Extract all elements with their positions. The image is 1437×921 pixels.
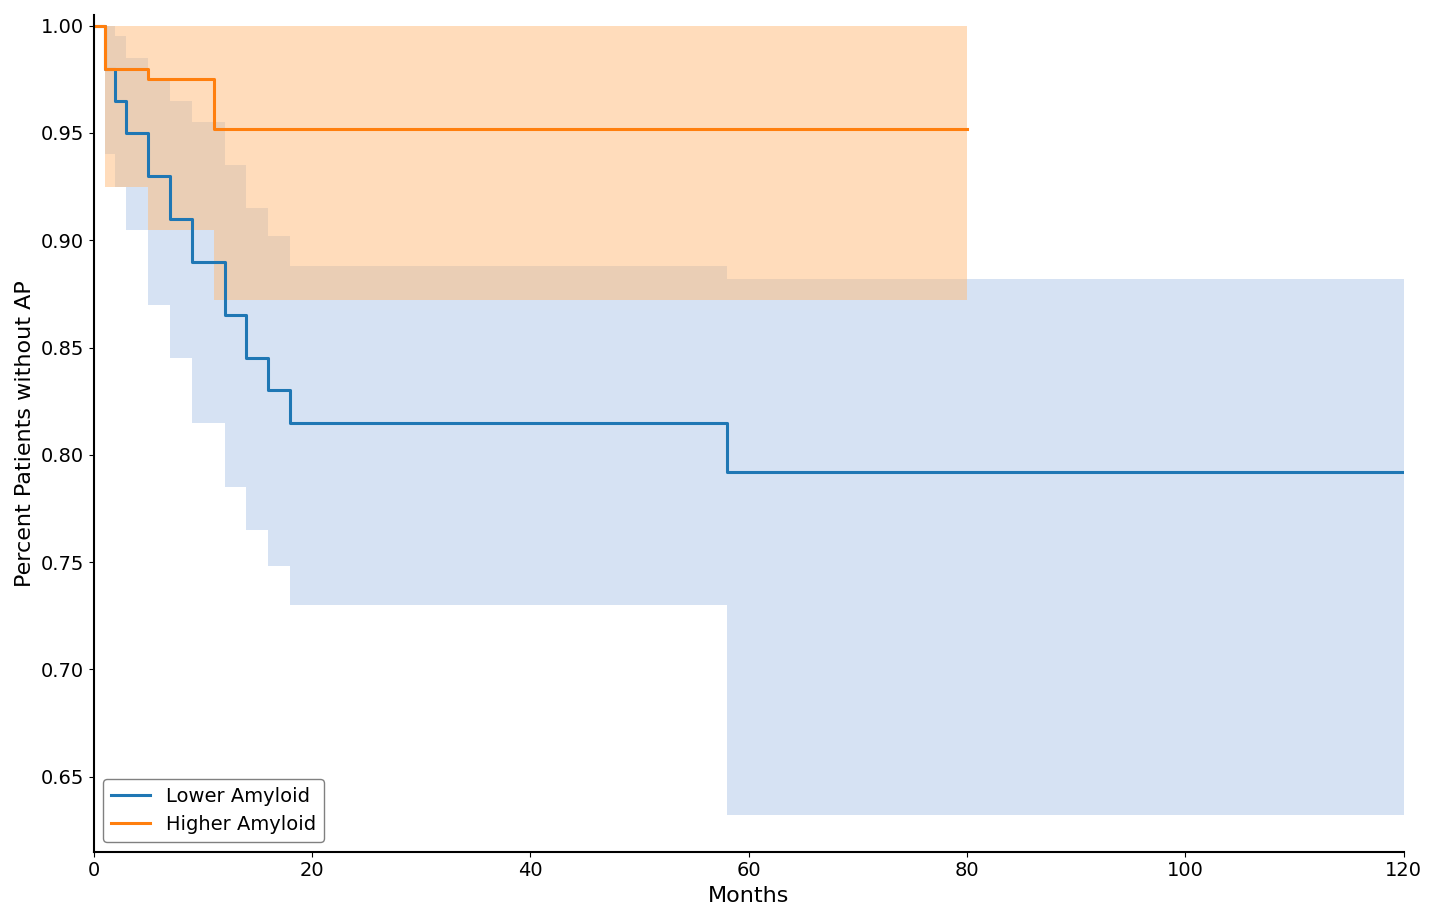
Higher Amyloid <box>139 74 157 85</box>
Lower Amyloid <box>1395 466 1413 477</box>
Lower Amyloid <box>184 214 201 225</box>
Lower Amyloid <box>216 309 233 321</box>
Higher Amyloid <box>205 74 223 85</box>
Lower Amyloid <box>106 95 124 106</box>
Y-axis label: Percent Patients without AP: Percent Patients without AP <box>14 280 34 587</box>
Higher Amyloid <box>958 123 976 134</box>
Line: Higher Amyloid: Higher Amyloid <box>93 26 967 129</box>
Lower Amyloid <box>139 127 157 138</box>
Lower Amyloid <box>85 20 102 31</box>
Lower Amyloid <box>96 20 114 31</box>
Lower Amyloid <box>260 353 277 364</box>
Lower Amyloid <box>161 170 178 181</box>
Legend: Lower Amyloid, Higher Amyloid: Lower Amyloid, Higher Amyloid <box>103 779 323 842</box>
Lower Amyloid <box>106 64 124 75</box>
Line: Lower Amyloid: Lower Amyloid <box>93 26 1404 472</box>
Higher Amyloid <box>139 64 157 75</box>
Lower Amyloid <box>184 256 201 267</box>
Lower Amyloid <box>139 170 157 181</box>
Lower Amyloid <box>118 127 135 138</box>
Higher Amyloid <box>958 123 976 134</box>
X-axis label: Months: Months <box>708 886 789 906</box>
Lower Amyloid <box>96 64 114 75</box>
Higher Amyloid <box>205 123 223 134</box>
Lower Amyloid <box>282 417 299 428</box>
Lower Amyloid <box>239 353 256 364</box>
Lower Amyloid <box>161 214 178 225</box>
Higher Amyloid <box>96 20 114 31</box>
Lower Amyloid <box>260 385 277 396</box>
Lower Amyloid <box>707 417 724 428</box>
Lower Amyloid <box>718 466 736 477</box>
Lower Amyloid <box>282 385 299 396</box>
Higher Amyloid <box>85 20 102 31</box>
Higher Amyloid <box>96 64 114 75</box>
Lower Amyloid <box>718 417 736 428</box>
Lower Amyloid <box>118 95 135 106</box>
Lower Amyloid <box>1395 466 1413 477</box>
Lower Amyloid <box>239 309 256 321</box>
Lower Amyloid <box>707 417 724 428</box>
Lower Amyloid <box>216 256 233 267</box>
